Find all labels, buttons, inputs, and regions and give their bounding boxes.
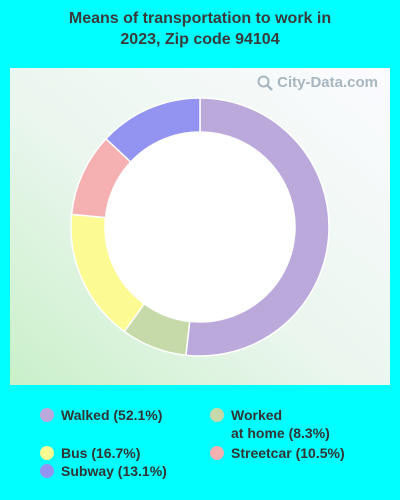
legend-swatch-streetcar — [210, 446, 224, 460]
legend: Walked (52.1%) Worked at home (8.3%) Bus… — [0, 400, 400, 495]
chart-title-line-1: Means of transportation to work in — [68, 10, 332, 27]
watermark: City-Data.com — [257, 74, 378, 91]
legend-label-subway: Subway (13.1%) — [61, 463, 167, 479]
legend-item-bus: Bus (16.7%) — [40, 444, 140, 462]
legend-label-walked: Walked (52.1%) — [61, 407, 163, 423]
chart-title: Means of transportation to work in 2023,… — [0, 8, 400, 50]
legend-item-subway: Subway (13.1%) — [40, 462, 167, 480]
legend-swatch-bus — [40, 446, 54, 460]
legend-item-streetcar: Streetcar (10.5%) — [210, 444, 345, 462]
watermark-text: City-Data.com — [277, 74, 378, 91]
legend-item-worked-at-home: Worked at home (8.3%) — [210, 406, 330, 442]
donut-slice-walked — [185, 97, 330, 357]
legend-label-streetcar: Streetcar (10.5%) — [231, 445, 345, 461]
legend-swatch-subway — [40, 464, 54, 478]
donut-hole — [105, 132, 295, 322]
donut-chart — [70, 97, 330, 357]
legend-swatch-worked-at-home — [210, 408, 224, 422]
plot-area: City-Data.com — [10, 68, 390, 385]
chart-title-line-2: 2023, Zip code 94104 — [120, 31, 280, 48]
legend-swatch-walked — [40, 408, 54, 422]
legend-item-walked: Walked (52.1%) — [40, 406, 162, 424]
legend-label-worked-at-home: Worked at home (8.3%) — [231, 407, 330, 441]
search-icon — [257, 75, 274, 91]
legend-label-bus: Bus (16.7%) — [61, 445, 141, 461]
